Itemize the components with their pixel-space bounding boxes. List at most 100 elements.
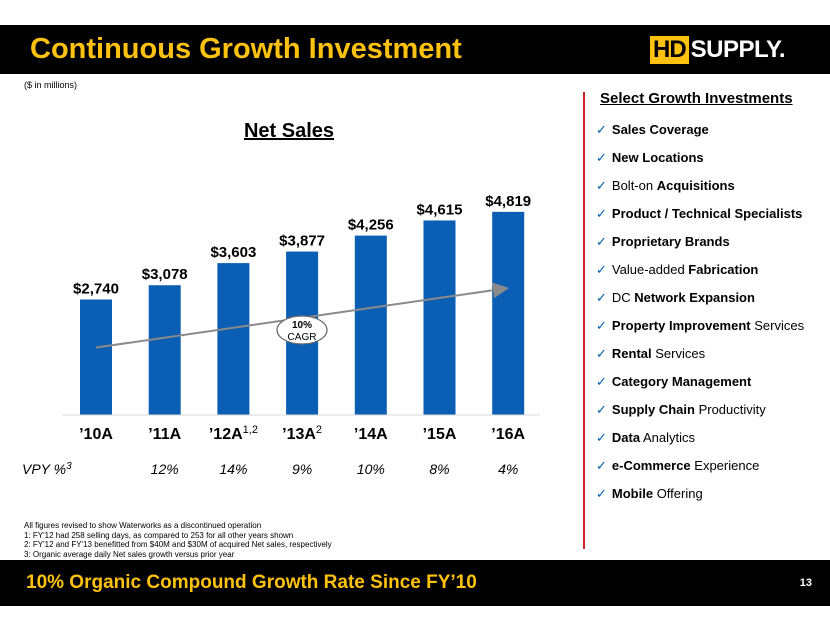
investment-bold-text: Mobile — [611, 486, 654, 501]
bar-value-label: $4,615 — [417, 201, 463, 218]
cagr-bubble — [276, 315, 328, 345]
investment-bold-text: Data — [611, 430, 641, 445]
vpy-value: 8% — [429, 461, 449, 477]
footnote-line: All figures revised to show Waterworks a… — [24, 521, 262, 530]
hd-supply-logo: HD SUPPLY. — [650, 36, 786, 64]
check-icon: ✓ — [596, 458, 607, 473]
investment-bold-text: e-Commerce — [611, 458, 691, 473]
category-label: ’14A — [354, 426, 388, 443]
investment-bold-text: Proprietary Brands — [611, 234, 730, 249]
investment-bold-text: Rental — [611, 346, 652, 361]
net-sales-chart: $2,740 $3,078 $3,603 $3,877 $4,256 $4,615 $4,8… — [22, 193, 540, 477]
bar — [217, 263, 250, 415]
check-icon: ✓ — [596, 150, 607, 165]
check-icon: ✓ — [596, 486, 607, 501]
check-icon: ✓ — [596, 402, 607, 417]
bar — [80, 299, 112, 415]
investments-list: ✓ Sales Coverage ✓ New Locations ✓ Bolt-on Ac… — [596, 122, 804, 514]
investment-bold-text: Supply Chain — [611, 402, 695, 417]
units-note: ($ in millions) — [24, 80, 78, 90]
investment-bold-text: Acquisitions — [656, 178, 735, 193]
investment-item: ✓ Value-added Fabrication — [596, 262, 804, 290]
footnotes: All figures revised to show Waterworks a… — [24, 521, 332, 559]
footer-bar: 10% Organic Compound Growth Rate Since F… — [0, 560, 830, 606]
investment-item: ✓ Bolt-on Acquisitions — [596, 178, 804, 206]
check-icon: ✓ — [596, 122, 607, 137]
category-label: ’16A — [491, 426, 525, 443]
divider-rule — [583, 92, 585, 549]
vpy-value: 12% — [151, 461, 179, 477]
check-icon: ✓ — [596, 374, 607, 389]
category-label: ’10A — [79, 426, 113, 443]
investments-title: Select Growth Investments — [600, 90, 793, 107]
bar-value-label: $3,877 — [279, 233, 325, 250]
bar-value-label: $3,603 — [210, 244, 256, 261]
header: Continuous Growth Investment HD SUPPLY. — [0, 0, 830, 74]
investment-item: ✓ e-Commerce Experience — [596, 458, 804, 486]
investment-item: ✓ Proprietary Brands — [596, 234, 804, 262]
vpy-value: 4% — [498, 461, 518, 477]
bar — [148, 285, 181, 415]
investment-bold-text: Property Improvement — [611, 318, 751, 333]
investment-item: ✓ Mobile Offering — [596, 486, 804, 514]
check-icon: ✓ — [596, 206, 607, 221]
investment-bold-text: New Locations — [611, 150, 704, 165]
investment-bold-text: Product / Technical Specialists — [611, 206, 803, 221]
investment-item: ✓ Data Analytics — [596, 430, 804, 458]
vpy-value: 9% — [292, 461, 312, 477]
investment-plain-text: Services — [651, 346, 706, 361]
category-label: ’15A — [423, 426, 457, 443]
investment-plain-text: Productivity — [694, 402, 766, 417]
bar — [423, 220, 456, 415]
investment-plain-text: DC — [611, 290, 635, 305]
header-bar: Continuous Growth Investment HD SUPPLY. — [0, 25, 830, 74]
footnote-line: 2: FY'12 and FY'13 benefitted from $40M … — [24, 540, 332, 549]
chart-title: Net Sales — [243, 120, 335, 142]
check-icon: ✓ — [596, 290, 607, 305]
investment-item: ✓ Rental Services — [596, 346, 804, 374]
footer-headline: 10% Organic Compound Growth Rate Since F… — [26, 572, 477, 593]
category-label: ’12A1,2 — [209, 424, 258, 443]
footnote-line: 3: Organic average daily Net sales growt… — [24, 549, 235, 559]
category-superscript: 2 — [316, 424, 322, 436]
investment-plain-text: Offering — [653, 486, 703, 501]
investment-item: ✓ Supply Chain Productivity — [596, 402, 804, 430]
bar-value-label: $2,740 — [73, 280, 119, 297]
page-number: 13 — [799, 577, 812, 589]
bar — [492, 211, 525, 415]
investment-item: ✓ New Locations — [596, 150, 804, 178]
bar-value-label: $4,256 — [348, 217, 394, 234]
investment-bold-text: Category Management — [611, 374, 752, 389]
check-icon: ✓ — [596, 318, 607, 333]
logo-wordmark: SUPPLY. — [690, 36, 786, 63]
investment-plain-text: Experience — [690, 458, 760, 473]
investment-bold-text: Sales Coverage — [611, 122, 709, 137]
investment-plain-text: Services — [750, 318, 805, 333]
logo-hd-mark: HD — [650, 36, 689, 64]
category-label: ’11A — [148, 426, 181, 443]
investment-item: ✓ Category Management — [596, 374, 804, 402]
investment-item: ✓ Property Improvement Services — [596, 318, 804, 346]
check-icon: ✓ — [596, 234, 607, 249]
page-title: Continuous Growth Investment — [30, 33, 462, 65]
check-icon: ✓ — [596, 178, 607, 193]
vpy-row-label: VPY %3 — [22, 461, 72, 477]
investment-bold-text: Network Expansion — [634, 290, 755, 305]
bar — [354, 235, 387, 415]
investment-item: ✓ DC Network Expansion — [596, 290, 804, 318]
footnote-line: 1: FY'12 had 258 selling days, as compar… — [24, 530, 294, 540]
check-icon: ✓ — [596, 430, 607, 445]
investment-plain-text: Bolt-on — [611, 178, 657, 193]
cagr-label: CAGR — [288, 332, 317, 343]
category-superscript: 1,2 — [243, 424, 258, 436]
investment-plain-text: Analytics — [640, 430, 696, 445]
vpy-superscript: 3 — [66, 461, 72, 472]
bar-value-label: $3,078 — [142, 266, 188, 283]
investment-bold-text: Fabrication — [688, 262, 759, 277]
investment-item: ✓ Sales Coverage — [596, 122, 804, 150]
bar-value-label: $4,819 — [485, 193, 531, 210]
category-label: ’13A2 — [282, 424, 322, 443]
investment-plain-text: Value-added — [611, 262, 689, 277]
vpy-value: 10% — [357, 461, 385, 477]
check-icon: ✓ — [596, 346, 607, 361]
